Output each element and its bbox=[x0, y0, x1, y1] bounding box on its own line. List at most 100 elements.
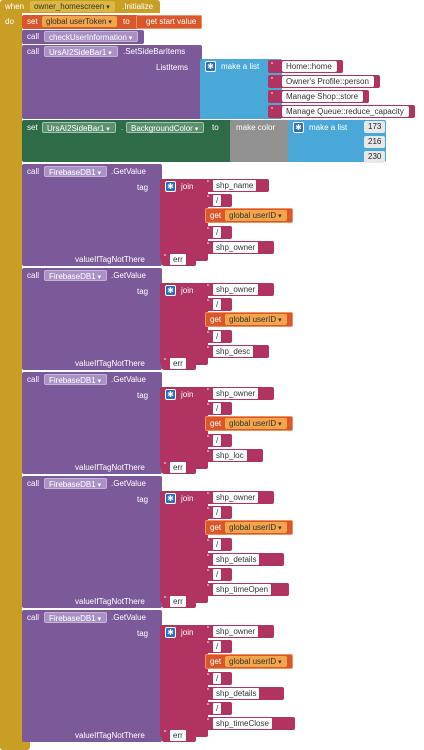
join-string-text[interactable]: shp_loc bbox=[213, 450, 247, 461]
join-string-block[interactable]: “/ bbox=[205, 298, 233, 311]
join-string-block[interactable]: “shp_details bbox=[205, 687, 285, 700]
err-string-text[interactable]: err bbox=[170, 596, 186, 607]
make-color-block[interactable] bbox=[230, 120, 290, 162]
join-string-text[interactable]: / bbox=[213, 539, 222, 550]
err-string-block[interactable]: “err bbox=[162, 595, 196, 608]
global-var-dropdown[interactable]: global userID bbox=[225, 522, 287, 533]
join-string-block[interactable]: “shp_name bbox=[205, 179, 269, 192]
mutator-gear-icon[interactable]: ✱ bbox=[165, 389, 176, 400]
bg-property-dropdown[interactable]: BackgroundColor bbox=[126, 122, 205, 133]
global-var-dropdown[interactable]: global userID bbox=[225, 314, 287, 325]
firebase-component-dropdown[interactable]: FirebaseDB1 bbox=[44, 612, 108, 623]
sidebar-list-item-string[interactable]: “ Home::home bbox=[268, 60, 343, 73]
join-string-text[interactable]: shp_timeOpen bbox=[213, 584, 272, 595]
join-block[interactable] bbox=[160, 387, 208, 469]
join-string-block[interactable]: “/ bbox=[205, 330, 233, 343]
mutator-gear-icon[interactable]: ✱ bbox=[165, 627, 176, 638]
join-string-block[interactable]: “/ bbox=[205, 640, 233, 653]
join-string-text[interactable]: shp_timeClose bbox=[213, 718, 272, 729]
color-green-value[interactable]: 216 bbox=[364, 136, 386, 148]
join-string-text[interactable]: / bbox=[213, 641, 222, 652]
global-var-dropdown[interactable]: global userToken bbox=[42, 16, 117, 27]
join-string-block[interactable]: “/ bbox=[205, 402, 233, 415]
err-string-text[interactable]: err bbox=[170, 358, 186, 369]
firebase-component-dropdown[interactable]: FirebaseDB1 bbox=[44, 166, 108, 177]
global-var-dropdown[interactable]: global userID bbox=[225, 210, 287, 221]
sidebar-list-item-string[interactable]: “ Manage Queue::reduce_capacity bbox=[268, 105, 415, 118]
color-red-value[interactable]: 173 bbox=[364, 121, 386, 133]
join-block[interactable] bbox=[160, 179, 208, 261]
join-string-block[interactable]: “/ bbox=[205, 538, 233, 551]
firebase-getvalue-block[interactable] bbox=[22, 164, 162, 266]
sidebar-list-item-string[interactable]: “ Owner's Profile::person bbox=[268, 75, 380, 88]
err-string-block[interactable]: “err bbox=[162, 253, 196, 266]
mutator-gear-icon[interactable]: ✱ bbox=[165, 285, 176, 296]
err-string-block[interactable]: “err bbox=[162, 729, 196, 742]
join-string-text[interactable]: shp_owner bbox=[213, 242, 259, 253]
join-block[interactable] bbox=[160, 491, 208, 603]
join-block[interactable] bbox=[160, 283, 208, 365]
err-string-block[interactable]: “err bbox=[162, 357, 196, 370]
join-string-text[interactable]: / bbox=[213, 403, 222, 414]
join-string-block[interactable]: “/ bbox=[205, 568, 233, 581]
join-string-text[interactable]: / bbox=[213, 673, 222, 684]
join-string-text[interactable]: shp_details bbox=[213, 554, 260, 565]
join-string-block[interactable]: “shp_owner bbox=[205, 387, 274, 400]
join-string-text[interactable]: / bbox=[213, 435, 222, 446]
join-string-text[interactable]: / bbox=[213, 227, 222, 238]
firebase-component-dropdown[interactable]: FirebaseDB1 bbox=[44, 270, 108, 281]
join-string-block[interactable]: “/ bbox=[205, 506, 233, 519]
sidebar-item-text[interactable]: Home::home bbox=[282, 61, 337, 72]
join-string-block[interactable]: “/ bbox=[205, 226, 233, 239]
join-string-text[interactable]: / bbox=[213, 703, 222, 714]
join-string-block[interactable]: “shp_owner bbox=[205, 241, 274, 254]
join-string-block[interactable]: “shp_owner bbox=[205, 625, 274, 638]
join-string-text[interactable]: shp_name bbox=[213, 180, 257, 191]
join-string-block[interactable]: “shp_details bbox=[205, 553, 285, 566]
global-var-dropdown[interactable]: global userID bbox=[225, 418, 287, 429]
join-string-block[interactable]: “/ bbox=[205, 194, 233, 207]
join-string-text[interactable]: / bbox=[213, 195, 222, 206]
err-string-text[interactable]: err bbox=[170, 730, 186, 741]
join-string-text[interactable]: shp_owner bbox=[213, 492, 259, 503]
mutator-gear-icon[interactable]: ✱ bbox=[205, 61, 216, 72]
err-string-text[interactable]: err bbox=[170, 462, 186, 473]
sidebar-item-text[interactable]: Owner's Profile::person bbox=[282, 76, 374, 87]
firebase-getvalue-block[interactable] bbox=[22, 268, 162, 370]
err-string-block[interactable]: “err bbox=[162, 461, 196, 474]
join-string-block[interactable]: “shp_timeOpen bbox=[205, 583, 290, 596]
join-string-block[interactable]: “shp_loc bbox=[205, 449, 264, 462]
join-string-text[interactable]: shp_owner bbox=[213, 284, 259, 295]
join-string-text[interactable]: / bbox=[213, 299, 222, 310]
join-string-block[interactable]: “shp_desc bbox=[205, 345, 269, 358]
join-string-block[interactable]: “/ bbox=[205, 434, 233, 447]
mutator-gear-icon[interactable]: ✱ bbox=[293, 122, 304, 133]
bg-component-dropdown[interactable]: UrsAI2SideBar1 bbox=[42, 122, 116, 133]
join-string-text[interactable]: / bbox=[213, 507, 222, 518]
sidebar-component-dropdown[interactable]: UrsAI2SideBar1 bbox=[44, 46, 118, 57]
get-start-value-block[interactable] bbox=[136, 15, 202, 29]
join-string-block[interactable]: “shp_owner bbox=[205, 283, 274, 296]
join-block[interactable] bbox=[160, 625, 208, 737]
join-string-block[interactable]: “/ bbox=[205, 672, 233, 685]
join-string-text[interactable]: / bbox=[213, 569, 222, 580]
join-string-block[interactable]: “/ bbox=[205, 702, 233, 715]
join-string-text[interactable]: shp_owner bbox=[213, 388, 259, 399]
global-var-dropdown[interactable]: global userID bbox=[225, 656, 287, 667]
procedure-dropdown[interactable]: checkUserInformation bbox=[44, 31, 139, 42]
mutator-gear-icon[interactable]: ✱ bbox=[165, 181, 176, 192]
firebase-getvalue-block[interactable] bbox=[22, 476, 162, 608]
join-string-text[interactable]: shp_details bbox=[213, 688, 260, 699]
err-string-text[interactable]: err bbox=[170, 254, 186, 265]
join-string-block[interactable]: “shp_timeClose bbox=[205, 717, 295, 730]
color-blue-value[interactable]: 230 bbox=[364, 151, 386, 163]
firebase-component-dropdown[interactable]: FirebaseDB1 bbox=[44, 478, 108, 489]
join-string-text[interactable]: shp_owner bbox=[213, 626, 259, 637]
mutator-gear-icon[interactable]: ✱ bbox=[165, 493, 176, 504]
event-component-dropdown[interactable]: owner_homescreen bbox=[30, 1, 115, 12]
sidebar-list-item-string[interactable]: “ Manage Shop::store bbox=[268, 90, 370, 103]
join-string-text[interactable]: shp_desc bbox=[213, 346, 254, 357]
sidebar-item-text[interactable]: Manage Shop::store bbox=[282, 91, 364, 102]
join-string-block[interactable]: “shp_owner bbox=[205, 491, 274, 504]
firebase-component-dropdown[interactable]: FirebaseDB1 bbox=[44, 374, 108, 385]
